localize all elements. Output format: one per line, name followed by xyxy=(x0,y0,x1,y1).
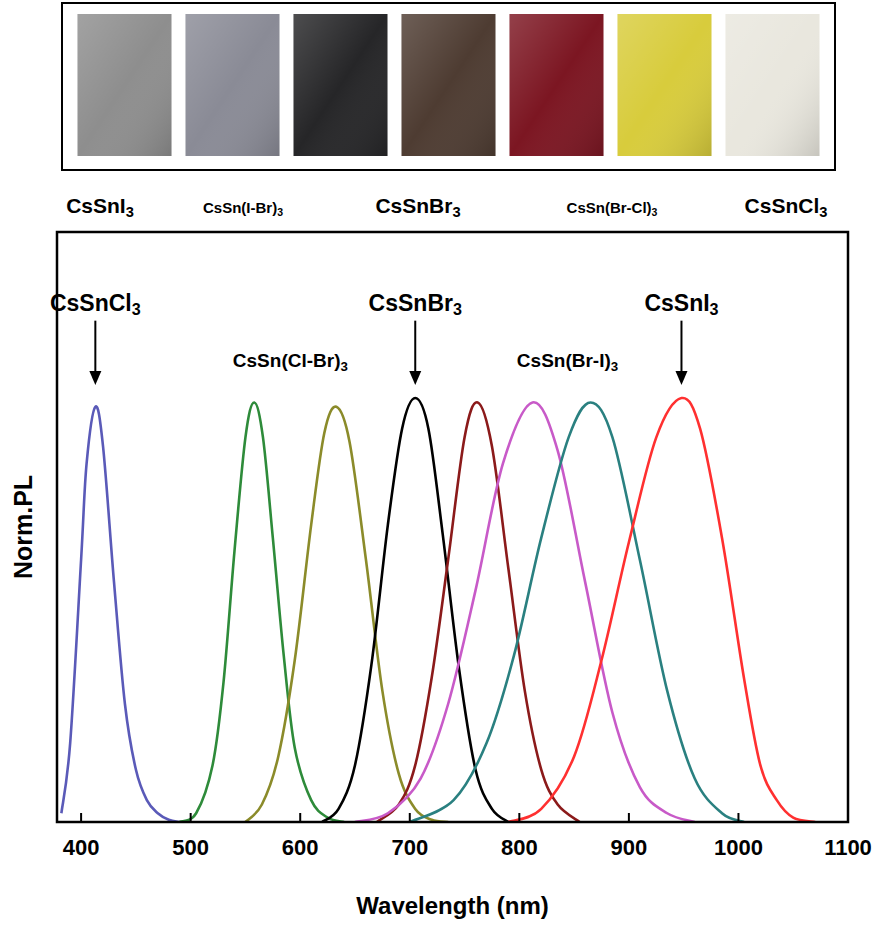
annotation-arrow xyxy=(675,321,687,385)
arrow-head xyxy=(89,371,101,385)
x-tick-label: 1100 xyxy=(824,835,872,860)
swatch-sheen xyxy=(78,14,172,156)
curve-label: CsSnCl3 xyxy=(50,290,141,319)
sample-label: CsSn(Br-Cl)3 xyxy=(567,199,658,218)
x-tick xyxy=(518,813,520,822)
x-tick xyxy=(847,813,849,822)
annotation-arrow xyxy=(409,321,421,385)
annotation-arrow xyxy=(89,321,101,385)
x-tick-label: 500 xyxy=(172,835,209,860)
swatch-sheen xyxy=(402,14,496,156)
sample-swatch xyxy=(726,14,820,156)
x-tick xyxy=(409,813,411,822)
sample-label: CsSnI3 xyxy=(66,194,134,220)
arrow-shaft xyxy=(680,321,682,373)
arrow-shaft xyxy=(94,321,96,373)
swatch-sheen xyxy=(726,14,820,156)
sample-swatch xyxy=(510,14,604,156)
x-tick xyxy=(80,813,82,822)
curve-label: CsSnBr3 xyxy=(369,290,462,319)
arrow-head xyxy=(409,371,421,385)
x-axis-title: Wavelength (nm) xyxy=(356,892,548,919)
plot-frame xyxy=(57,232,848,822)
y-axis-title: Norm.PL xyxy=(9,475,37,579)
sample-swatch xyxy=(294,14,388,156)
sample-swatch xyxy=(78,14,172,156)
swatch-sheen xyxy=(618,14,712,156)
x-tick xyxy=(737,813,739,822)
sample-swatch xyxy=(402,14,496,156)
sample-swatch xyxy=(618,14,712,156)
pl-curve xyxy=(508,398,815,822)
x-tick-label: 400 xyxy=(63,835,100,860)
sample-label: CsSnBr3 xyxy=(375,194,460,220)
curve-label: CsSn(Cl-Br)3 xyxy=(233,350,348,374)
swatch-sheen xyxy=(294,14,388,156)
x-tick-label: 1000 xyxy=(714,835,763,860)
swatch-sheen xyxy=(510,14,604,156)
x-tick-label: 700 xyxy=(391,835,428,860)
x-tick-label: 900 xyxy=(611,835,648,860)
swatch-sheen xyxy=(186,14,280,156)
sample-swatch xyxy=(186,14,280,156)
pl-curve xyxy=(410,402,744,822)
x-tick xyxy=(628,813,630,822)
arrow-shaft xyxy=(414,321,416,373)
series-group xyxy=(61,398,815,822)
photo-frame xyxy=(62,3,835,170)
sample-label: CsSnCl3 xyxy=(745,194,828,220)
photo-strip: CsSnI3 CsSn(I-Br)3 CsSnBr3 CsSn(Br-Cl)3 CsSn… xyxy=(62,3,835,220)
figure: CsSnI3 CsSn(I-Br)3 CsSnBr3 CsSn(Br-Cl)3 CsSn… xyxy=(0,0,890,945)
sample-label: CsSn(I-Br)3 xyxy=(203,199,283,218)
x-tick xyxy=(299,813,301,822)
arrow-head xyxy=(675,371,687,385)
x-tick-label: 600 xyxy=(282,835,319,860)
curve-label: CsSn(Br-I)3 xyxy=(517,350,618,374)
x-tick-label: 800 xyxy=(501,835,538,860)
curve-label: CsSnI3 xyxy=(644,290,718,319)
x-tick xyxy=(190,813,192,822)
pl-curve xyxy=(61,406,179,822)
